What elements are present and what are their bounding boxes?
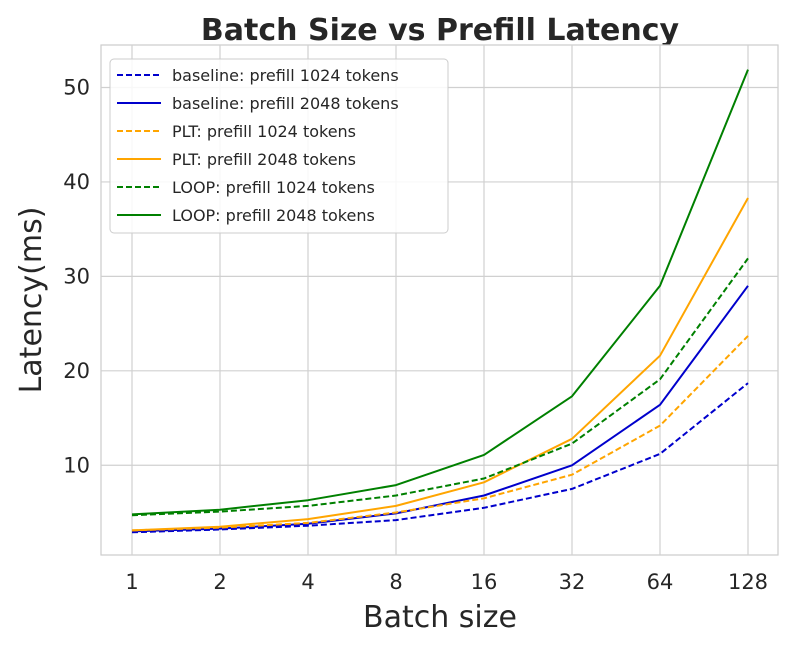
legend-entry-label: PLT: prefill 2048 tokens — [172, 150, 356, 169]
x-tick-label: 4 — [301, 570, 314, 594]
y-tick-label: 50 — [63, 76, 90, 100]
x-tick-label: 128 — [728, 570, 768, 594]
series-line-4 — [131, 257, 749, 517]
y-tick-label: 20 — [63, 359, 90, 383]
legend-entry-label: LOOP: prefill 2048 tokens — [172, 206, 375, 225]
legend-entry-label: LOOP: prefill 1024 tokens — [172, 178, 375, 197]
y-tick-label: 10 — [63, 453, 90, 477]
y-tick-label: 40 — [63, 170, 90, 194]
series-line-3 — [131, 197, 749, 532]
chart-title: Batch Size vs Prefill Latency — [201, 13, 680, 48]
legend-entry-label: PLT: prefill 1024 tokens — [172, 122, 356, 141]
legend-entry-label: baseline: prefill 2048 tokens — [172, 94, 399, 113]
x-tick-label: 1 — [125, 570, 138, 594]
x-tick-label: 2 — [213, 570, 226, 594]
x-tick-label: 16 — [471, 570, 498, 594]
series-lines — [131, 69, 749, 534]
x-tick-label: 8 — [389, 570, 402, 594]
y-tick-label: 30 — [63, 264, 90, 288]
y-axis-label: Latency(ms) — [14, 207, 49, 394]
y-axis-ticks: 10 20 30 40 50 — [63, 76, 90, 478]
series-line-2 — [131, 335, 749, 532]
x-tick-label: 32 — [559, 570, 586, 594]
legend-box — [109, 58, 449, 234]
series-line-5 — [131, 69, 749, 516]
x-tick-label: 64 — [647, 570, 674, 594]
series-line-0 — [131, 382, 749, 534]
legend-entry-label: baseline: prefill 1024 tokens — [172, 66, 399, 85]
x-axis-ticks: 1 2 4 8 16 32 64 128 — [125, 570, 768, 594]
x-axis-label: Batch size — [363, 600, 517, 635]
legend: baseline: prefill 1024 tokens baseline: p… — [109, 58, 449, 234]
